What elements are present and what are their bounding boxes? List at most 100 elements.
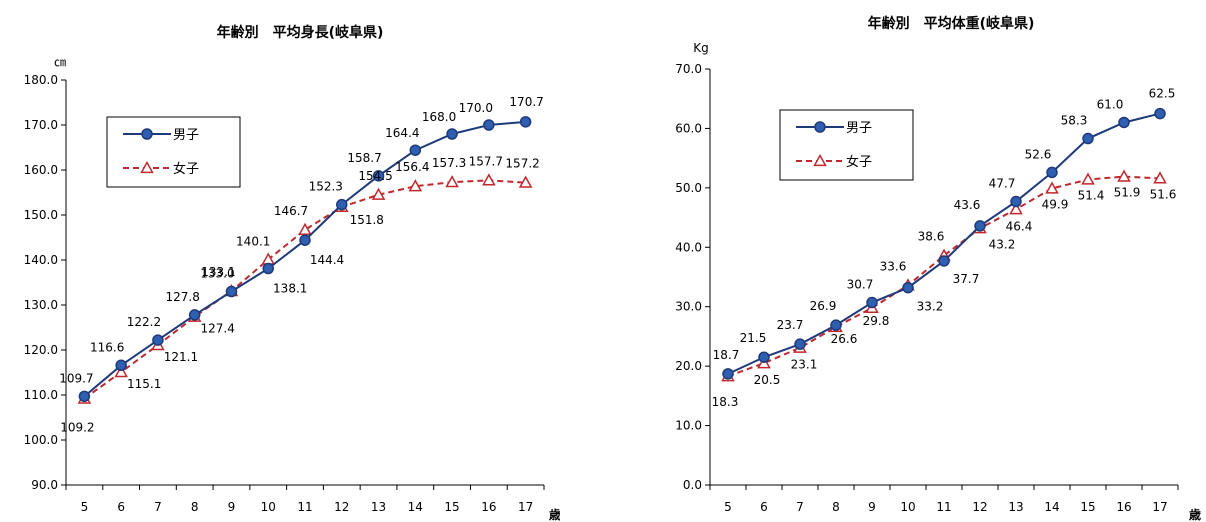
chart-title: 年齢別 平均体重(岐阜県): [868, 15, 1035, 32]
boys-data-label: 144.4: [310, 253, 344, 267]
boys-data-point: [758, 351, 770, 363]
girls-data-label: 18.3: [712, 395, 739, 409]
x-tick-label: 8: [191, 500, 199, 514]
girls-data-point: [114, 365, 128, 378]
girls-data-label: 154.5: [358, 169, 392, 183]
girls-data-label: 157.3: [432, 156, 466, 170]
girls-data-label: 43.2: [989, 237, 1016, 251]
y-tick-label: 50.0: [675, 181, 702, 195]
y-tick-label: 110.0: [24, 388, 58, 402]
girls-data-point: [1153, 171, 1167, 184]
y-axis-unit: ㎝: [54, 55, 66, 69]
boys-data-point: [372, 170, 385, 182]
x-tick-label: 6: [760, 500, 768, 514]
y-tick-label: 170.0: [24, 118, 58, 132]
boys-data-label: 122.2: [127, 315, 161, 329]
boys-data-label: 33.2: [917, 300, 944, 314]
x-tick-label: 15: [444, 500, 459, 514]
boys-data-point: [1046, 166, 1058, 179]
boys-data-label: 21.5: [740, 331, 767, 345]
boys-data-point: [78, 390, 91, 403]
legend-marker-circle: [814, 121, 826, 133]
x-tick-label: 6: [117, 500, 125, 514]
boys-data-point: [866, 296, 878, 309]
boys-data-label: 116.6: [90, 340, 124, 354]
y-tick-label: 40.0: [675, 240, 702, 254]
x-tick-label: 9: [868, 500, 876, 514]
boys-data-point: [152, 334, 164, 346]
boys-data-point: [830, 319, 842, 331]
boys-data-point: [938, 255, 950, 267]
x-axis-unit: 歳: [549, 507, 560, 522]
chart-title: 年齢別 平均身長(岐阜県): [217, 24, 384, 41]
legend-box: [779, 109, 914, 181]
x-tick-label: 16: [481, 500, 496, 514]
y-tick-label: 130.0: [24, 298, 58, 312]
x-tick-label: 7: [154, 500, 162, 514]
girls-data-label: 23.1: [791, 358, 818, 372]
girls-data-label: 51.9: [1114, 186, 1141, 200]
girls-data-point: [408, 179, 423, 192]
boys-data-point: [1118, 116, 1130, 129]
boys-data-label: 127.8: [166, 290, 200, 304]
boys-data-label: 62.5: [1149, 87, 1176, 101]
legend-label: 男子: [173, 128, 199, 143]
girls-data-label: 51.6: [1150, 187, 1177, 201]
girls-data-point: [1117, 169, 1131, 182]
boys-data-label: 58.3: [1061, 114, 1088, 128]
boys-data-label: 37.7: [953, 272, 980, 286]
boys-data-label: 47.7: [989, 177, 1016, 191]
y-tick-label: 160.0: [24, 163, 58, 177]
x-tick-label: 13: [371, 500, 386, 514]
x-tick-label: 5: [81, 500, 89, 514]
girls-data-label: 156.4: [395, 160, 429, 174]
x-tick-label: 9: [228, 500, 236, 514]
x-tick-label: 5: [724, 500, 732, 514]
x-axis-unit: 歳: [1189, 507, 1201, 522]
girls-data-label: 51.4: [1078, 189, 1105, 203]
legend-label: 女子: [173, 161, 199, 177]
girls-data-point: [1045, 181, 1059, 194]
boys-data-point: [446, 128, 458, 140]
boys-data-point: [974, 220, 986, 232]
y-tick-label: 140.0: [24, 253, 58, 267]
girls-data-point: [445, 175, 459, 188]
x-tick-label: 12: [972, 500, 987, 514]
boys-data-label: 23.7: [777, 318, 804, 332]
girls-data-label: 29.8: [863, 314, 890, 328]
boys-data-label: 138.1: [273, 282, 307, 296]
boys-data-point: [336, 198, 348, 211]
boys-data-label: 170.7: [509, 95, 543, 109]
girls-data-point: [482, 173, 496, 186]
legend-marker-triangle: [813, 153, 827, 167]
weight-chart: 年齢別 平均体重(岐阜県) 0.0 10.0 20.0 30.0 40.0 50.0 60.0…: [675, 15, 1201, 522]
x-tick-label: 8: [832, 500, 840, 514]
y-tick-label: 30.0: [675, 300, 702, 314]
boys-data-point: [483, 119, 495, 131]
boys-data-label: 30.7: [847, 278, 874, 292]
boys-data-label: 133.0: [200, 267, 234, 281]
boys-data-point: [1010, 195, 1022, 208]
girls-data-label: 151.8: [350, 213, 384, 227]
boys-data-label: 18.7: [713, 348, 740, 362]
y-tick-label: 100.0: [24, 433, 58, 447]
boys-data-label: 158.7: [347, 151, 381, 165]
x-tick-label: 12: [334, 500, 349, 514]
girls-data-point: [261, 252, 276, 265]
x-tick-label: 10: [900, 500, 915, 514]
x-tick-label: 11: [297, 500, 312, 514]
boys-data-point: [262, 262, 274, 275]
legend-box: [106, 116, 241, 188]
boys-data-point: [409, 144, 422, 156]
y-tick-label: 20.0: [675, 359, 702, 373]
boys-data-label: 43.6: [954, 198, 981, 212]
girls-data-label: 157.2: [505, 157, 539, 171]
boys-data-label: 109.7: [59, 371, 93, 385]
girls-data-label: 33.6: [880, 259, 907, 273]
girls-data-label: 157.7: [469, 154, 503, 168]
girls-data-label: 127.4: [201, 322, 235, 336]
x-tick-label: 17: [1152, 500, 1167, 514]
boys-data-point: [794, 338, 806, 350]
boys-data-point: [188, 309, 201, 321]
